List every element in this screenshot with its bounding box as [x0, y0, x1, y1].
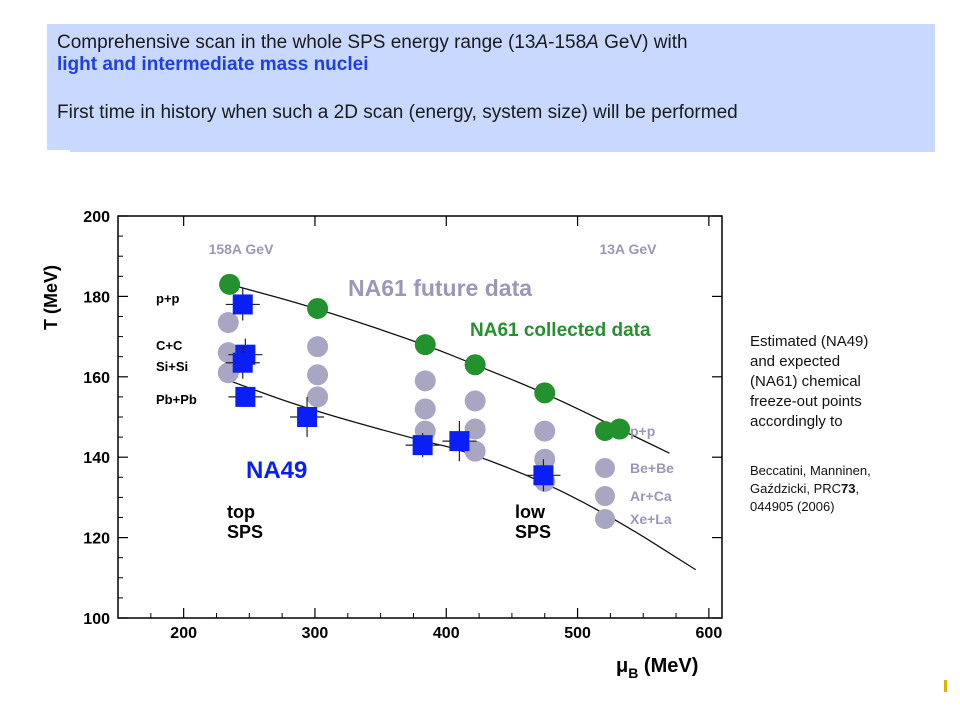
data-point [534, 382, 556, 404]
side-note: Estimated (NA49) and expected (NA61) che… [750, 332, 950, 432]
x-tick-label: 600 [696, 625, 723, 642]
side-note-line: and expected [750, 353, 841, 370]
y-tick-label: 160 [83, 370, 110, 387]
y-tick-label: 200 [83, 209, 110, 226]
side-note-line: Estimated (NA49) [750, 333, 869, 350]
x-tick-label: 300 [302, 625, 329, 642]
data-point [307, 336, 329, 358]
data-point [414, 370, 436, 392]
system-label: C+C [156, 338, 183, 353]
info-banner: Comprehensive scan in the whole SPS ener… [47, 24, 935, 152]
reference-line: Beccatini, Manninen, [750, 463, 871, 478]
reference-line: 044905 (2006) [750, 499, 835, 514]
future-data-label: NA61 future data [348, 275, 532, 301]
corner-mark [944, 680, 947, 692]
data-point [414, 334, 436, 356]
data-point [464, 418, 486, 440]
x-tick-label: 400 [433, 625, 460, 642]
top-sps-label: SPS [227, 522, 263, 542]
data-point [464, 354, 486, 376]
banner-line-3: First time in history when such a 2D sca… [57, 102, 738, 123]
data-point [533, 465, 554, 486]
reference: Beccatini, Manninen, Gaździcki, PRC73, 0… [750, 462, 950, 516]
legend-marker [595, 509, 615, 529]
top-sps-label: top [227, 502, 255, 522]
legend-label: p+p [630, 423, 655, 439]
data-point [219, 273, 241, 295]
x-tick-label: 200 [170, 625, 197, 642]
side-note-line: accordingly to [750, 413, 843, 430]
y-axis-title: T (MeV) [41, 265, 61, 330]
low-sps-label: SPS [515, 522, 551, 542]
data-point [307, 386, 329, 408]
system-label: Pb+Pb [156, 392, 197, 407]
legend-label: Be+Be [630, 460, 674, 476]
y-tick-label: 120 [83, 531, 110, 548]
x-tick-label: 500 [564, 625, 591, 642]
legend-marker [595, 458, 615, 478]
system-label: p+p [156, 291, 180, 306]
collected-data-label: NA61 collected data [470, 320, 651, 341]
low-sps-label: low [515, 502, 546, 522]
x-axis-title: μB (MeV) [616, 655, 698, 681]
data-point [232, 294, 253, 315]
y-tick-label: 140 [83, 450, 110, 467]
data-point [534, 448, 556, 470]
banner-line-2: light and intermediate mass nuclei [57, 54, 369, 75]
data-point [307, 297, 329, 319]
side-note-line: freeze-out points [750, 393, 862, 410]
energy-label-high: 158A GeV [209, 241, 275, 257]
na49-label: NA49 [246, 457, 307, 484]
data-point [235, 386, 256, 407]
data-point [449, 431, 470, 452]
data-point [297, 407, 318, 427]
legend-marker [595, 421, 615, 441]
data-point [534, 420, 556, 442]
data-point [232, 352, 253, 373]
y-tick-label: 180 [83, 289, 110, 306]
legend-label: Xe+La [630, 511, 672, 527]
data-point [307, 364, 329, 386]
reference-line: Gaździcki, PRC73, [750, 481, 860, 496]
system-label: Si+Si [156, 359, 188, 374]
y-tick-label: 100 [83, 611, 110, 628]
legend-label: Ar+Ca [630, 488, 672, 504]
data-point [464, 440, 486, 462]
side-note-line: (NA61) chemical [750, 373, 861, 390]
data-point [464, 390, 486, 412]
legend-marker [595, 486, 615, 506]
data-point [217, 312, 239, 334]
energy-label-low: 13A GeV [599, 241, 657, 257]
data-point [414, 398, 436, 420]
data-point [412, 435, 433, 456]
y-title-crop [30, 150, 70, 218]
banner-line-1: Comprehensive scan in the whole SPS ener… [57, 32, 688, 53]
